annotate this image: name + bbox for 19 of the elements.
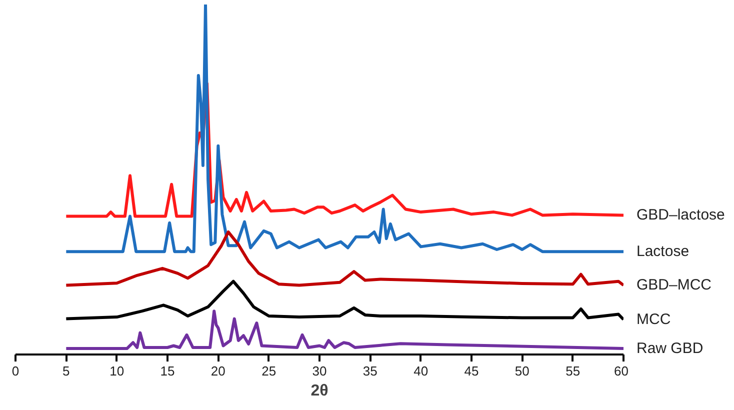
x-tick-label: 15 bbox=[160, 364, 175, 378]
x-tick-label: 35 bbox=[362, 364, 378, 378]
series-label: Lactose bbox=[636, 243, 690, 260]
x-tick-label: 0 bbox=[12, 364, 20, 378]
x-tick-label: 30 bbox=[312, 364, 327, 378]
x-tick-label: 5 bbox=[62, 364, 70, 378]
series-label: MCC bbox=[636, 311, 671, 328]
x-tick-label: 25 bbox=[262, 364, 276, 378]
x-tick-label: 50 bbox=[514, 364, 530, 378]
x-tick-label: 20 bbox=[210, 364, 226, 378]
series-label: Raw GBD bbox=[636, 340, 704, 358]
x-tick-label: 10 bbox=[110, 364, 124, 378]
x-axis-title: 2θ bbox=[310, 382, 328, 400]
x-tick-label: 60 bbox=[614, 364, 629, 378]
x-tick-label: 55 bbox=[566, 364, 580, 378]
series-label: GBD–MCC bbox=[636, 276, 712, 294]
x-tick-label: 40 bbox=[414, 364, 428, 378]
x-tick-label: 45 bbox=[464, 364, 479, 378]
series-label: GBD–lactose bbox=[636, 206, 725, 224]
